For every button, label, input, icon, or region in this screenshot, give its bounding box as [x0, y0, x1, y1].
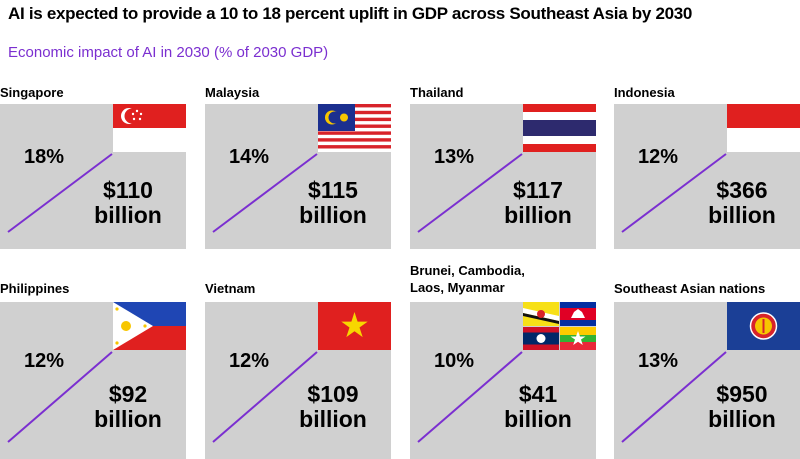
brunei-cambodia-laos-myanmar-flags: [523, 302, 596, 350]
tile-label: Vietnam: [205, 281, 256, 296]
vietnam-flag: [318, 302, 391, 350]
chart-subtitle: Economic impact of AI in 2030 (% of 2030…: [8, 44, 329, 61]
percent-value: 13%: [434, 146, 475, 168]
tile-box: 14% $115 billion: [205, 104, 391, 249]
tile-label: Brunei, Cambodia, Laos, Myanmar: [410, 263, 525, 295]
diagonal-line: [621, 153, 727, 233]
diagonal-line: [7, 351, 113, 443]
tile-box: 13% $950 billion: [614, 302, 800, 459]
tile-box: 13% $117 billion: [410, 104, 596, 249]
amount-value: $950 billion: [708, 381, 776, 432]
diagonal-line: [212, 153, 318, 233]
tile-label: Philippines: [0, 281, 70, 296]
amount-value: $117 billion: [504, 177, 572, 228]
tile-box: 12% $366 billion: [614, 104, 800, 249]
percent-value: 13%: [638, 350, 679, 372]
philippines-flag: [113, 302, 186, 350]
singapore-flag: [113, 104, 186, 152]
indonesia-flag: [727, 104, 800, 152]
thailand-flag: [523, 104, 596, 152]
amount-value: $109 billion: [299, 381, 367, 432]
tile-label: Indonesia: [614, 85, 675, 100]
percent-value: 12%: [24, 350, 65, 372]
diagonal-line: [621, 351, 727, 443]
tile-box: 10% $41 billion: [410, 302, 596, 459]
chart-title: AI is expected to provide a 10 to 18 per…: [8, 4, 693, 23]
amount-value: $115 billion: [299, 177, 367, 228]
amount-value: $110 billion: [94, 177, 162, 228]
percent-value: 14%: [229, 146, 270, 168]
tile-box: 18% $110 billion: [0, 104, 186, 249]
amount-value: $366 billion: [708, 177, 776, 228]
percent-value: 10%: [434, 350, 475, 372]
diagonal-line: [417, 351, 523, 443]
malaysia-flag: [318, 104, 391, 152]
percent-value: 12%: [638, 146, 679, 168]
diagonal-line: [417, 153, 523, 233]
tile-label: Malaysia: [205, 85, 260, 100]
tile-label: Southeast Asian nations: [614, 281, 766, 296]
diagonal-line: [212, 351, 318, 443]
percent-value: 18%: [24, 146, 65, 168]
tile-label: Thailand: [410, 85, 464, 100]
tile-label: Singapore: [0, 85, 64, 100]
diagonal-line: [7, 153, 113, 233]
amount-value: $41 billion: [504, 381, 572, 432]
amount-value: $92 billion: [94, 381, 162, 432]
tile-box: 12% $109 billion: [205, 302, 391, 459]
tile-box: 12% $92 billion: [0, 302, 186, 459]
asean-flag: [727, 302, 800, 350]
percent-value: 12%: [229, 350, 270, 372]
